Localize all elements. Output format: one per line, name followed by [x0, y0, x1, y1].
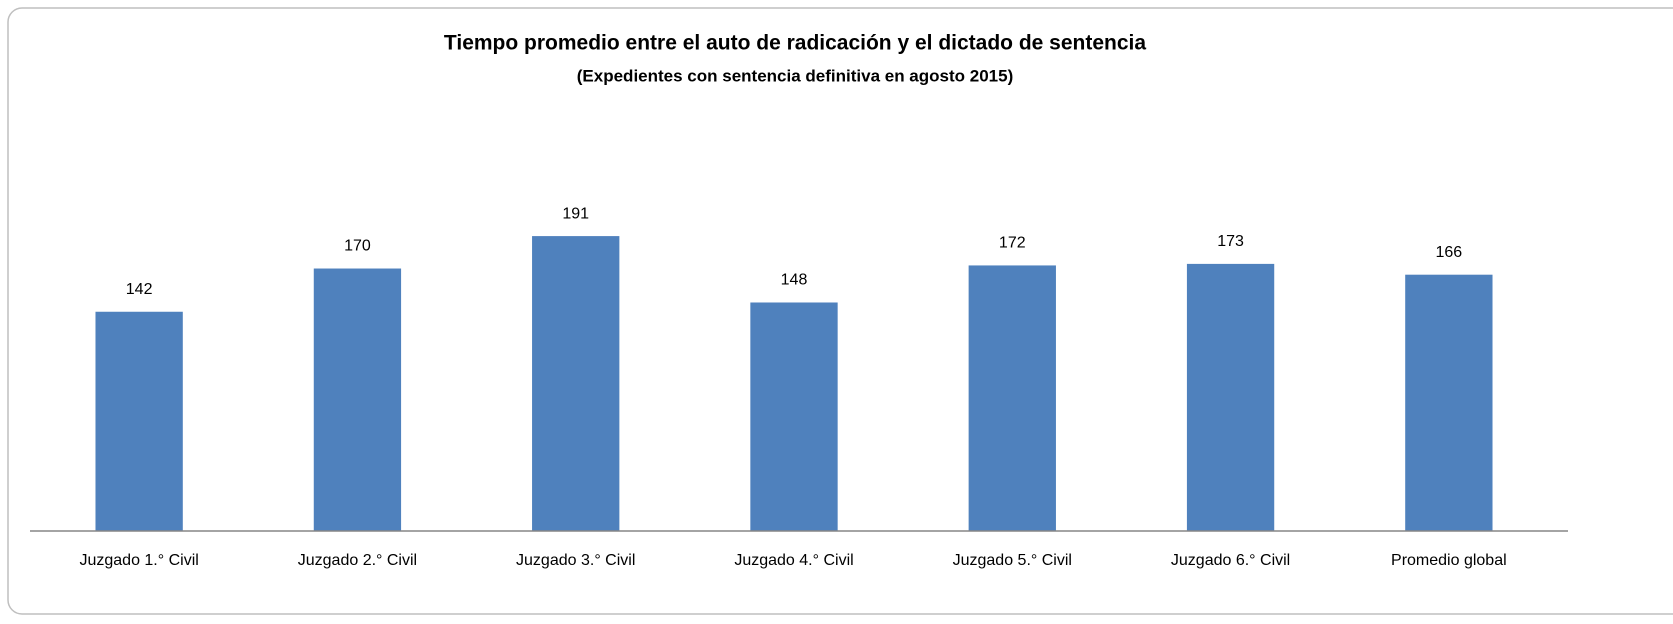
- x-tick-label: Juzgado 4.° Civil: [734, 552, 853, 569]
- x-tick-label: Juzgado 3.° Civil: [516, 552, 635, 569]
- bar: [532, 236, 620, 531]
- data-label: 170: [344, 238, 371, 255]
- x-tick-label: Juzgado 1.° Civil: [79, 552, 198, 569]
- bar: [1405, 274, 1493, 531]
- bar: [313, 268, 402, 531]
- bar: [1186, 263, 1275, 531]
- data-label: 191: [562, 205, 589, 222]
- chart-subtitle: (Expedientes con sentencia definitiva en…: [577, 66, 1013, 85]
- data-label: 142: [126, 281, 153, 298]
- x-tick-label: Juzgado 2.° Civil: [298, 552, 417, 569]
- bar: [968, 265, 1056, 531]
- x-tick-label: Promedio global: [1391, 552, 1507, 569]
- bar: [95, 311, 183, 531]
- data-label: 173: [1217, 233, 1244, 250]
- chart-title: Tiempo promedio entre el auto de radicac…: [444, 32, 1146, 55]
- data-label: 148: [781, 272, 808, 289]
- data-label: 166: [1436, 244, 1463, 261]
- data-label: 172: [999, 235, 1026, 252]
- x-tick-label: Juzgado 5.° Civil: [953, 552, 1072, 569]
- bar: [750, 302, 838, 531]
- x-tick-label: Juzgado 6.° Civil: [1171, 552, 1290, 569]
